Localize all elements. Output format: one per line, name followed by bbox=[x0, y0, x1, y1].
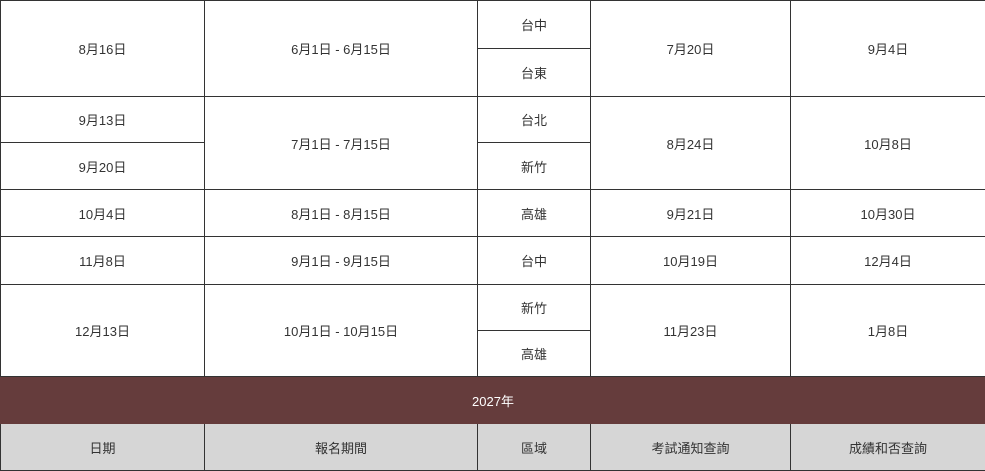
column-header-region: 區域 bbox=[478, 424, 591, 471]
cell-result: 1月8日 bbox=[791, 285, 985, 377]
table-row: 10月4日 8月1日 - 8月15日 高雄 9月21日 10月30日 bbox=[1, 190, 985, 237]
cell-result: 10月30日 bbox=[791, 190, 985, 237]
table-header-row: 日期 報名期間 區域 考試通知查詢 成績和否查詢 bbox=[1, 424, 985, 471]
cell-period: 7月1日 - 7月15日 bbox=[205, 97, 478, 190]
column-header-period: 報名期間 bbox=[205, 424, 478, 471]
year-banner-label: 2027年 bbox=[1, 377, 985, 424]
table-row: 9月13日 9月20日 7月1日 - 7月15日 台北 新竹 8月24日 10月… bbox=[1, 97, 985, 190]
table-row: 11月8日 9月1日 - 9月15日 台中 10月19日 12月4日 bbox=[1, 237, 985, 285]
table-row: 12月13日 10月1日 - 10月15日 新竹 高雄 11月23日 1月8日 bbox=[1, 285, 985, 377]
cell-notice: 8月24日 bbox=[591, 97, 791, 190]
column-header-result: 成績和否查詢 bbox=[791, 424, 985, 471]
cell-period: 9月1日 - 9月15日 bbox=[205, 237, 478, 285]
column-header-notice: 考試通知查詢 bbox=[591, 424, 791, 471]
cell-date-part: 9月20日 bbox=[1, 143, 204, 189]
cell-region: 高雄 bbox=[478, 190, 591, 237]
column-header-date: 日期 bbox=[1, 424, 205, 471]
cell-date: 10月4日 bbox=[1, 190, 205, 237]
cell-region-part: 台東 bbox=[478, 49, 590, 97]
cell-result: 9月4日 bbox=[791, 1, 985, 97]
cell-date: 12月13日 bbox=[1, 285, 205, 377]
table-row: 8月16日 6月1日 - 6月15日 台中 台東 7月20日 9月4日 bbox=[1, 1, 985, 97]
cell-result: 10月8日 bbox=[791, 97, 985, 190]
cell-region-part: 新竹 bbox=[478, 285, 590, 331]
cell-date: 8月16日 bbox=[1, 1, 205, 97]
cell-period: 10月1日 - 10月15日 bbox=[205, 285, 478, 377]
cell-region: 台北 新竹 bbox=[478, 97, 591, 190]
cell-period: 8月1日 - 8月15日 bbox=[205, 190, 478, 237]
cell-notice: 11月23日 bbox=[591, 285, 791, 377]
cell-date-part: 9月13日 bbox=[1, 97, 204, 143]
cell-region: 新竹 高雄 bbox=[478, 285, 591, 377]
cell-region-part: 台中 bbox=[478, 1, 590, 49]
cell-result: 12月4日 bbox=[791, 237, 985, 285]
cell-region-part: 新竹 bbox=[478, 143, 590, 189]
cell-period: 6月1日 - 6月15日 bbox=[205, 1, 478, 97]
cell-notice: 7月20日 bbox=[591, 1, 791, 97]
cell-region-part: 台北 bbox=[478, 97, 590, 143]
cell-region: 台中 bbox=[478, 237, 591, 285]
cell-date: 11月8日 bbox=[1, 237, 205, 285]
cell-notice: 10月19日 bbox=[591, 237, 791, 285]
cell-region: 台中 台東 bbox=[478, 1, 591, 97]
cell-region-part: 高雄 bbox=[478, 331, 590, 377]
year-banner-row: 2027年 bbox=[1, 377, 985, 424]
cell-date: 9月13日 9月20日 bbox=[1, 97, 205, 190]
cell-notice: 9月21日 bbox=[591, 190, 791, 237]
